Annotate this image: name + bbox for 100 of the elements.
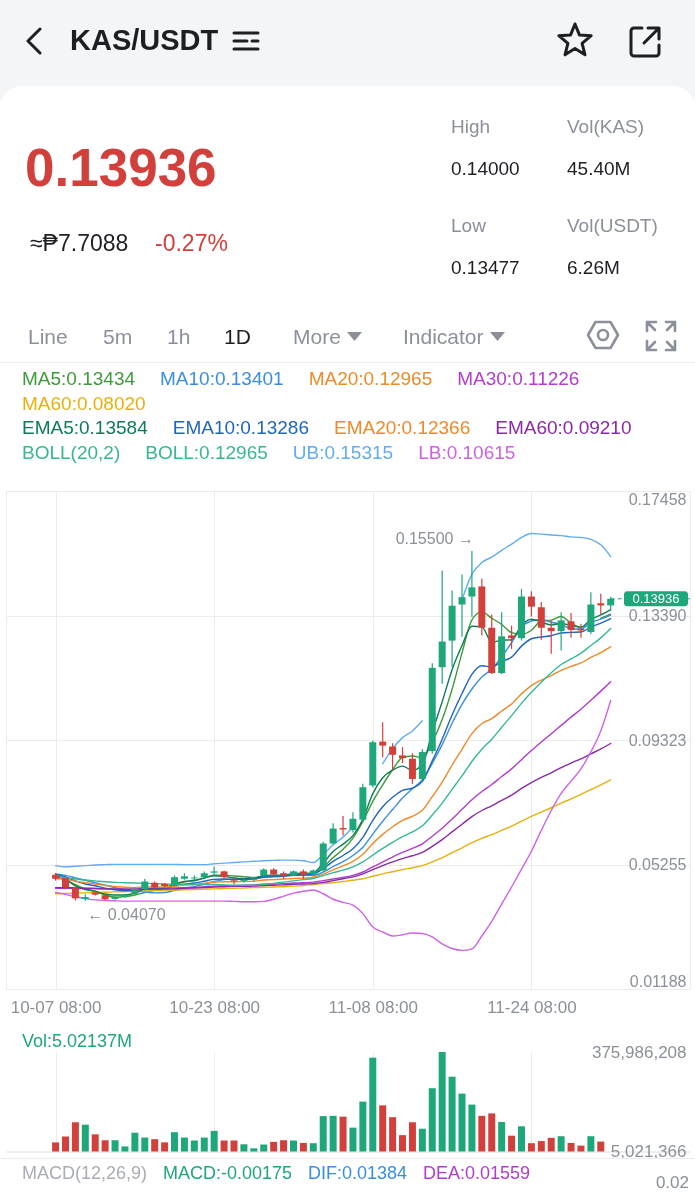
bar (478, 1115, 486, 1151)
text: MA30:0.11226 (457, 367, 580, 391)
bar (230, 1140, 238, 1151)
text: MA10:0.13401 (160, 367, 284, 391)
bar (359, 1101, 367, 1151)
y-tick-label: 0.13390 (628, 606, 687, 624)
bar (517, 1125, 525, 1151)
bar (111, 1139, 119, 1151)
bar (488, 1112, 496, 1151)
bar (210, 1130, 218, 1151)
text: High (451, 115, 491, 137)
bar (319, 1115, 327, 1151)
text: Indicator (403, 324, 484, 348)
y-tick-label: 0.09323 (628, 731, 687, 748)
bar (468, 1104, 476, 1151)
text: DIF:0.01384 (308, 1163, 408, 1183)
text: Vol(KAS) (567, 115, 645, 137)
bar (101, 1139, 109, 1151)
bar (250, 1147, 258, 1151)
chart-title: Vol:5.02137M (22, 1030, 133, 1051)
bar (151, 1138, 159, 1151)
text: Vol(USDT) (567, 214, 658, 236)
text: Low (451, 214, 486, 236)
bar (577, 1145, 585, 1151)
bar (299, 1142, 307, 1151)
text: More (293, 324, 341, 348)
y-tick-label: 5,021,366 (610, 1141, 687, 1161)
text: MACD:-0.00175 (163, 1163, 293, 1183)
bar (280, 1139, 288, 1151)
text: Line (28, 324, 68, 348)
bar (309, 1142, 317, 1151)
y-tick-label: 0.05255 (628, 855, 687, 873)
text: EMA60:0.09210 (495, 416, 632, 441)
bar (418, 1128, 426, 1151)
bar (379, 1104, 387, 1151)
text: BOLL(20,2) (22, 441, 121, 466)
bar (91, 1133, 99, 1151)
text: 1D (224, 324, 251, 348)
bar (557, 1135, 565, 1151)
bar (597, 1141, 605, 1151)
bar (141, 1137, 149, 1151)
bar (339, 1116, 347, 1151)
bar (567, 1142, 575, 1151)
text: 0.13936 (25, 137, 217, 197)
x-tick-label: 10-23 08:00 (169, 997, 261, 1016)
text: 6.26M (567, 256, 620, 278)
text: EMA10:0.13286 (172, 416, 309, 441)
bar (508, 1135, 516, 1151)
bar (547, 1137, 555, 1151)
bar (458, 1093, 466, 1151)
bar (428, 1087, 436, 1151)
bar (220, 1140, 228, 1151)
bar (408, 1121, 416, 1151)
text: EMA20:0.12366 (333, 416, 471, 441)
bar (448, 1076, 456, 1151)
bar (389, 1116, 397, 1151)
x-tick-label: 11-08 08:00 (328, 997, 419, 1016)
text: 0.13477 (451, 256, 520, 278)
bar (190, 1140, 198, 1151)
bar (52, 1141, 60, 1151)
text: 1h (167, 324, 191, 348)
bar (61, 1135, 69, 1151)
text: KAS/USDT (70, 23, 219, 56)
text: BOLL:0.12965 (145, 441, 268, 466)
y-tick-label: 0.17458 (628, 490, 687, 507)
bar (180, 1137, 188, 1151)
y-tick-label: 0.01188 (629, 972, 687, 989)
x-tick-label: 11-24 08:00 (487, 997, 577, 1016)
text: 0.14000 (451, 157, 520, 179)
bar (537, 1140, 545, 1151)
bar (121, 1145, 129, 1151)
bar (131, 1132, 139, 1151)
annotation: ← 0.04070 (87, 905, 166, 923)
text: 5m (103, 324, 133, 348)
text: LB:0.10615 (418, 441, 516, 466)
legend-label: MA20:0.12965 (308, 367, 433, 391)
bar (270, 1141, 278, 1151)
text: EMA5:0.13584 (22, 416, 148, 441)
y-tick-label: 375,986,208 (591, 1042, 687, 1061)
text: MA5:0.13434 (22, 367, 136, 391)
bar (527, 1142, 535, 1151)
text: DEA:0.01559 (423, 1163, 531, 1183)
text: 45.40M (567, 157, 631, 179)
text: 0.02 (655, 1172, 689, 1192)
bar (399, 1134, 407, 1151)
text: UB:0.15315 (292, 441, 394, 466)
bar (200, 1137, 208, 1151)
x-tick-label: 10-07 08:00 (10, 997, 102, 1016)
bar (438, 1051, 446, 1151)
bar (498, 1121, 506, 1151)
bar (260, 1144, 268, 1151)
bar (349, 1127, 357, 1151)
bar (171, 1131, 179, 1151)
bar (81, 1124, 89, 1151)
bar (587, 1135, 595, 1151)
bar (71, 1121, 79, 1151)
bar (240, 1143, 248, 1151)
bar (369, 1057, 377, 1151)
bar (289, 1140, 297, 1151)
annotation: 0.15500 → (395, 529, 474, 547)
